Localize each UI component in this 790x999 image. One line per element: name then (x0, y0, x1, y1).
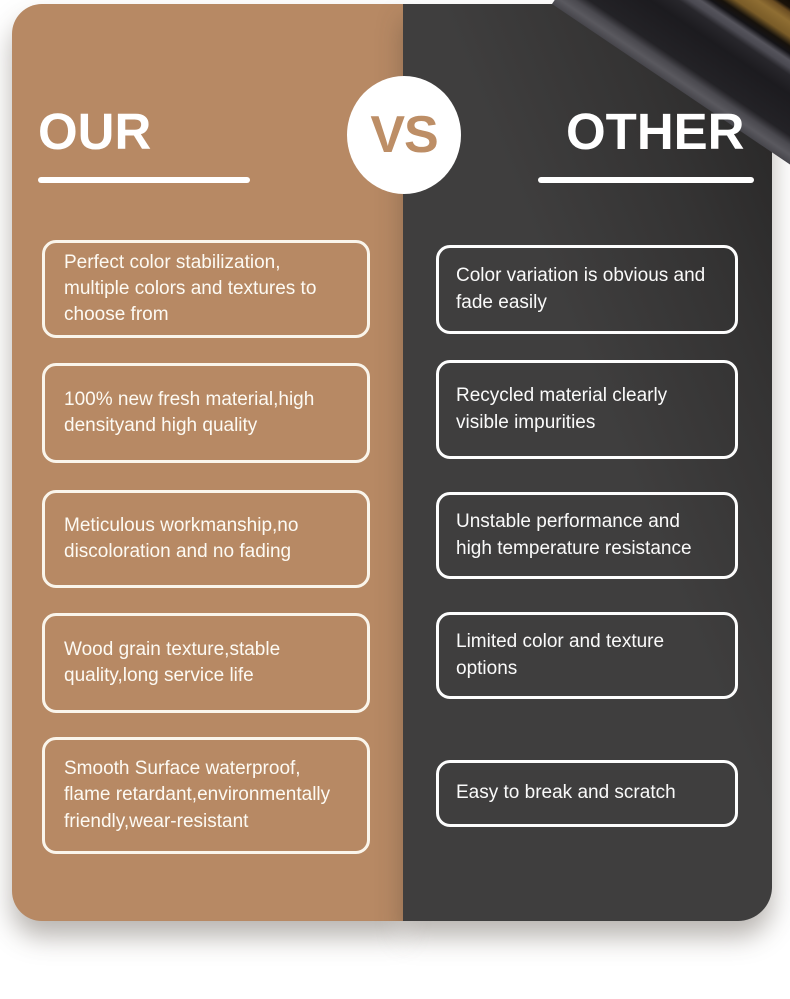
other-item-4-text: Limited color and texture options (456, 631, 665, 679)
other-item-2-text: Recycled material clearly visible impuri… (456, 385, 668, 433)
vs-label: VS (370, 106, 438, 164)
our-item-3-text: Meticulous workmanship,no discoloration … (64, 514, 299, 562)
our-column-title: OUR (38, 103, 152, 160)
other-title-underline (538, 177, 754, 183)
our-item-4: Wood grain texture,stable quality,long s… (42, 613, 370, 713)
our-item-2-text: 100% new fresh material,high densityand … (64, 388, 315, 436)
our-item-1: Perfect color stabilization, multiple co… (42, 240, 370, 338)
other-item-1: Color variation is obvious and fade easi… (436, 245, 738, 334)
other-column-title: OTHER (566, 103, 745, 160)
our-item-5-text: Smooth Surface waterproof, flame retarda… (64, 758, 331, 832)
other-panel (403, 4, 772, 921)
other-item-3-text: Unstable performance and high temperatur… (456, 511, 692, 559)
other-item-2: Recycled material clearly visible impuri… (436, 360, 738, 459)
vs-badge: VS (347, 76, 461, 194)
other-item-5-text: Easy to break and scratch (456, 782, 676, 804)
other-item-1-text: Color variation is obvious and fade easi… (456, 265, 706, 313)
our-title-underline (38, 177, 250, 183)
other-item-5: Easy to break and scratch (436, 760, 738, 827)
our-item-3: Meticulous workmanship,no discoloration … (42, 490, 370, 588)
our-item-4-text: Wood grain texture,stable quality,long s… (64, 638, 281, 686)
our-item-2: 100% new fresh material,high densityand … (42, 363, 370, 463)
other-item-4: Limited color and texture options (436, 612, 738, 699)
our-item-5: Smooth Surface waterproof, flame retarda… (42, 737, 370, 854)
other-item-3: Unstable performance and high temperatur… (436, 492, 738, 579)
our-item-1-text: Perfect color stabilization, multiple co… (64, 251, 317, 326)
